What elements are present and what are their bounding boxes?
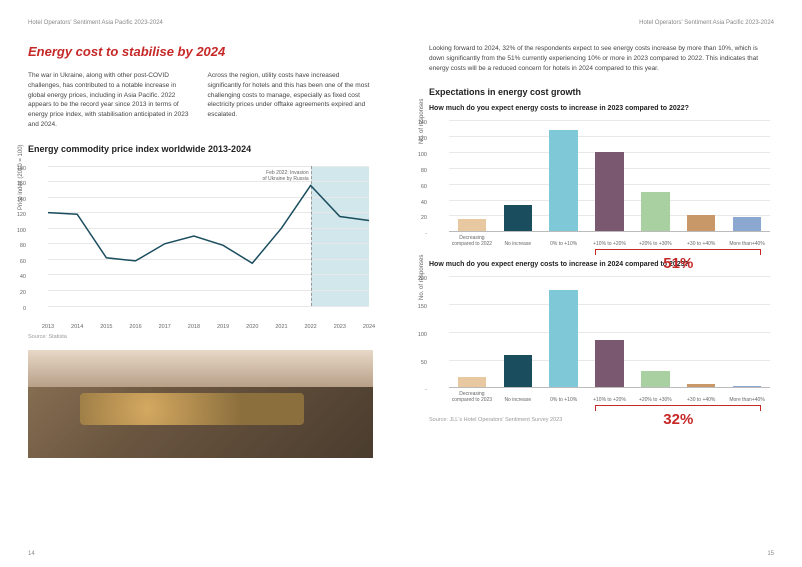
restaurant-photo	[28, 350, 373, 458]
intro-col-1: The war in Ukraine, along with other pos…	[28, 71, 194, 130]
bar-chart-1: No. of responses -20406080100120140Decre…	[429, 116, 774, 231]
header-left: Hotel Operators' Sentiment Asia Pacific …	[28, 20, 373, 26]
intro-right: Looking forward to 2024, 32% of the resp…	[429, 44, 774, 73]
intro-col-2: Across the region, utility costs have in…	[208, 71, 374, 130]
bar-chart-2-area: No. of responses -50100150200Decreasing …	[429, 272, 774, 387]
section-title-red: Energy cost to stabilise by 2024	[28, 44, 373, 59]
bar-chart-2: No. of responses -50100150200Decreasing …	[429, 272, 774, 387]
bar-chart-1-area: No. of responses -20406080100120140Decre…	[429, 116, 774, 231]
line-chart: Price index (2010 = 100) 020406080100120…	[28, 160, 373, 320]
page-right: Hotel Operators' Sentiment Asia Pacific …	[401, 0, 802, 567]
page-number-right: 15	[767, 551, 774, 557]
line-chart-title: Energy commodity price index worldwide 2…	[28, 144, 373, 154]
intro-columns: The war in Ukraine, along with other pos…	[28, 71, 373, 130]
question-2: How much do you expect energy costs to i…	[429, 261, 774, 268]
source-right: Source: JLL's Hotel Operators' Sentiment…	[429, 417, 774, 423]
page-number-left: 14	[28, 551, 35, 557]
question-1: How much do you expect energy costs to i…	[429, 105, 774, 112]
line-chart-area: Price index (2010 = 100) 020406080100120…	[28, 160, 373, 320]
page-left: Hotel Operators' Sentiment Asia Pacific …	[0, 0, 401, 567]
bar-section-title: Expectations in energy cost growth	[429, 87, 774, 97]
header-right: Hotel Operators' Sentiment Asia Pacific …	[429, 20, 774, 26]
source-left: Source: Statista	[28, 334, 373, 340]
